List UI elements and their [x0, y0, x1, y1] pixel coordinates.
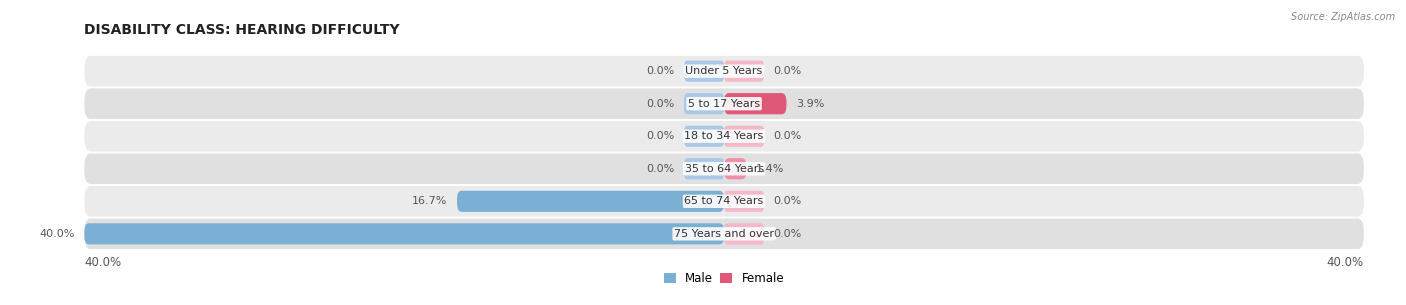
Text: DISABILITY CLASS: HEARING DIFFICULTY: DISABILITY CLASS: HEARING DIFFICULTY [84, 23, 399, 37]
FancyBboxPatch shape [724, 93, 786, 114]
Text: Source: ZipAtlas.com: Source: ZipAtlas.com [1291, 12, 1395, 22]
Text: 65 to 74 Years: 65 to 74 Years [685, 196, 763, 206]
FancyBboxPatch shape [84, 223, 724, 244]
Text: 18 to 34 Years: 18 to 34 Years [685, 131, 763, 141]
Text: 1.4%: 1.4% [756, 164, 785, 174]
Text: Under 5 Years: Under 5 Years [686, 66, 762, 76]
FancyBboxPatch shape [84, 153, 1364, 184]
FancyBboxPatch shape [685, 126, 724, 147]
Text: 40.0%: 40.0% [84, 256, 121, 269]
FancyBboxPatch shape [84, 186, 1364, 217]
FancyBboxPatch shape [685, 158, 724, 179]
Text: 0.0%: 0.0% [647, 66, 675, 76]
Legend: Male, Female: Male, Female [662, 269, 786, 287]
FancyBboxPatch shape [724, 126, 763, 147]
Text: 0.0%: 0.0% [647, 131, 675, 141]
FancyBboxPatch shape [685, 93, 724, 114]
Text: 0.0%: 0.0% [773, 229, 801, 239]
FancyBboxPatch shape [724, 223, 763, 244]
FancyBboxPatch shape [724, 191, 763, 212]
FancyBboxPatch shape [84, 88, 1364, 119]
FancyBboxPatch shape [457, 191, 724, 212]
Text: 0.0%: 0.0% [647, 164, 675, 174]
Text: 5 to 17 Years: 5 to 17 Years [688, 99, 761, 109]
Text: 0.0%: 0.0% [773, 131, 801, 141]
FancyBboxPatch shape [685, 61, 724, 82]
FancyBboxPatch shape [84, 56, 1364, 86]
Text: 35 to 64 Years: 35 to 64 Years [685, 164, 763, 174]
FancyBboxPatch shape [84, 219, 1364, 249]
Text: 40.0%: 40.0% [1327, 256, 1364, 269]
FancyBboxPatch shape [84, 121, 1364, 152]
Text: 16.7%: 16.7% [412, 196, 447, 206]
Text: 0.0%: 0.0% [773, 66, 801, 76]
Text: 0.0%: 0.0% [773, 196, 801, 206]
FancyBboxPatch shape [724, 158, 747, 179]
Text: 3.9%: 3.9% [796, 99, 824, 109]
FancyBboxPatch shape [724, 61, 763, 82]
Text: 75 Years and over: 75 Years and over [673, 229, 775, 239]
Text: 0.0%: 0.0% [647, 99, 675, 109]
Text: 40.0%: 40.0% [39, 229, 75, 239]
